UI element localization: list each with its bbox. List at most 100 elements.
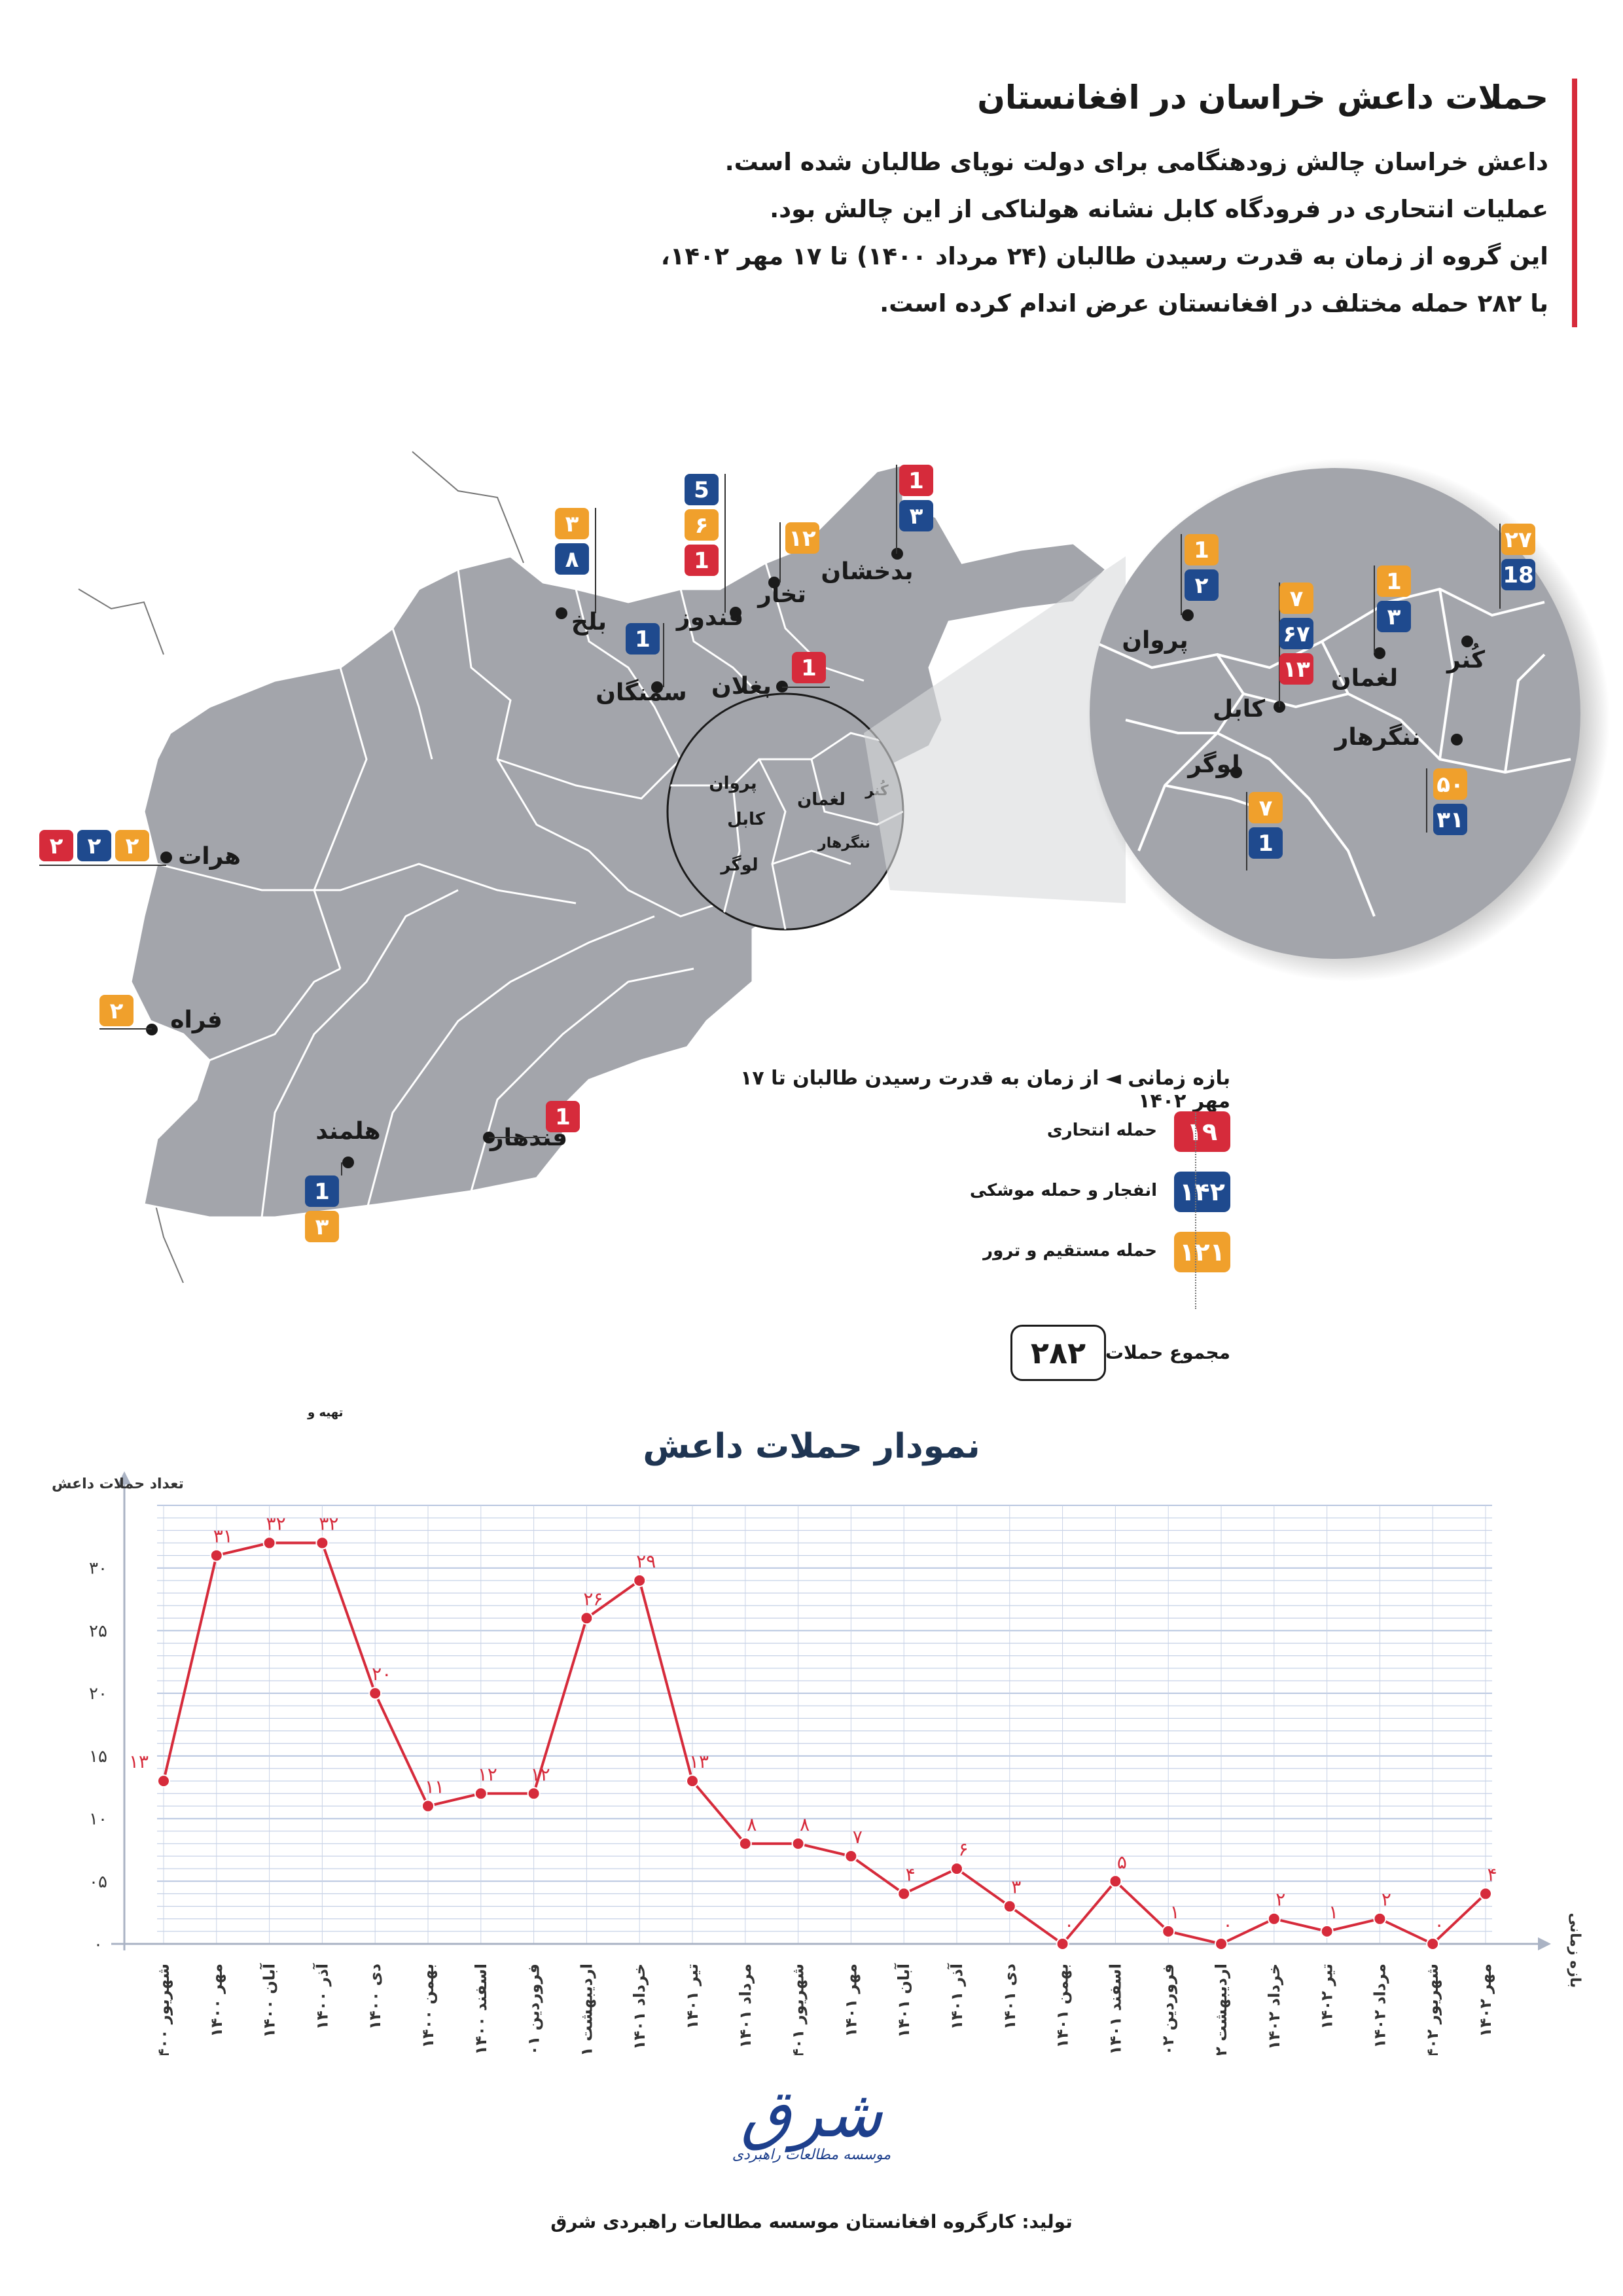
badge-direct: 1: [1185, 534, 1219, 565]
y-tick-label: ۰۵: [89, 1872, 107, 1892]
page-title: حملات داعش خراسان در افغانستان: [977, 79, 1548, 117]
badge-value: ۲۷: [1505, 527, 1532, 553]
x-tick-label: فروردین ۱۴۰۱: [525, 1964, 543, 2055]
data-point: [262, 1536, 276, 1550]
data-point: [844, 1850, 858, 1863]
total-value: ۲۸۲: [1010, 1325, 1106, 1381]
x-tick-label: آذر ۱۴۰۰: [312, 1963, 331, 2030]
badge-value: ۲: [110, 998, 124, 1024]
badge-explosion: ۲: [77, 830, 111, 861]
data-point: [1320, 1924, 1334, 1938]
badge-explosion: ۲: [1185, 569, 1219, 601]
afghanistan-map: پروان کابل لغمان ننگرهار لوگر کُنر: [39, 451, 1610, 1283]
data-label: ۷: [853, 1826, 863, 1848]
badge-direct: ۶: [685, 509, 719, 541]
y-axis-arrow: [118, 1471, 131, 1484]
badge-direct: ۲: [99, 995, 134, 1026]
x-tick-label: تیر ۱۴۰۲: [1318, 1964, 1336, 2030]
data-label: ۳: [1011, 1876, 1021, 1898]
x-axis-arrow: [1538, 1937, 1551, 1950]
data-label: ۲۶: [583, 1588, 603, 1609]
badge-value: ۶۷: [1283, 621, 1310, 647]
chart-ticks: ۰ ۰۵ ۱۰ ۱۵ ۲۰ ۲۵ ۳۰: [89, 1559, 107, 1954]
y-tick-label: ۲۰: [89, 1684, 107, 1704]
small-label-laghman: لغمان: [797, 790, 846, 810]
label-takhar: تخار: [757, 581, 806, 608]
x-tick-label: بهمن ۱۴۰۰: [419, 1964, 437, 2049]
total-label: مجموع حملات: [1105, 1342, 1230, 1363]
data-point: [1426, 1937, 1440, 1950]
legend-period: بازه زمانی ◄ از زمان به قدرت رسیدن طالبا…: [740, 1067, 1230, 1113]
chart-title: نمودار حملات داعش: [643, 1427, 980, 1466]
x-tick-label: تیر ۱۴۰۱: [683, 1964, 702, 2030]
data-point: [421, 1799, 435, 1813]
label-baghlan: بغلان: [711, 673, 772, 700]
badge-value: 1: [1386, 569, 1402, 595]
x-tick-label: مهر ۱۴۰۱: [842, 1964, 860, 2037]
badge-value: ۲: [126, 833, 139, 859]
province-dots: [146, 548, 1473, 1168]
small-zoom-circle: پروان کابل لغمان ننگرهار لوگر کُنر: [666, 692, 904, 931]
badge-value: 1: [801, 655, 817, 681]
zoom-label-kabul: کابل: [1213, 696, 1265, 723]
badge-direct: ۵۰: [1433, 768, 1467, 800]
data-point: [1109, 1874, 1122, 1888]
data-label: ۸: [747, 1814, 757, 1835]
label-balkh: بلخ: [571, 609, 607, 636]
data-label: ۰: [1222, 1914, 1232, 1935]
data-point: [157, 1774, 170, 1788]
badge-suicide: 1: [546, 1101, 580, 1132]
data-label: ۱۲: [531, 1763, 550, 1785]
x-tick-label: مرداد ۱۴۰۲: [1370, 1964, 1389, 2049]
x-tick-label: مهر ۱۴۰۰: [207, 1964, 226, 2037]
chart-x-labels: شهریور ۱۴۰۰ مهر ۱۴۰۰ آبان ۱۴۰۰ آذر ۱۴۰۰ دی ۱…: [154, 1963, 1495, 2055]
data-label: ۲۹: [636, 1551, 656, 1572]
data-label: ۵: [1117, 1851, 1127, 1873]
x-tick-label: آذر ۱۴۰۱: [947, 1963, 966, 2030]
data-label: ۰: [1064, 1914, 1074, 1935]
badge-value: ۶: [695, 512, 709, 539]
badge-suicide: 1: [899, 465, 933, 496]
data-point: [686, 1774, 699, 1788]
small-label-parwan: پروان: [709, 774, 757, 793]
legend-label-suicide: حمله انتحاری: [1046, 1121, 1157, 1140]
data-point: [1056, 1937, 1069, 1950]
x-tick-label: دی ۱۴۰۱: [1001, 1964, 1019, 2030]
logo: شرق موسسه مطالعات راهبردی: [628, 2075, 995, 2164]
data-label: ۱۳: [129, 1751, 149, 1772]
legend-label-direct: حمله مستقیم و ترور: [983, 1241, 1157, 1261]
badge-suicide: ۲: [39, 830, 73, 861]
data-label: ۴: [906, 1863, 916, 1885]
badge-value: 1: [694, 548, 709, 574]
badge-direct: ۳: [305, 1211, 339, 1242]
y-tick-label: ۳۰: [89, 1559, 107, 1579]
badge-direct: ۱۲: [785, 522, 819, 554]
data-point: [738, 1837, 752, 1850]
data-point: [1479, 1887, 1492, 1901]
zoom-label-parwan: پروان: [1122, 627, 1188, 654]
chart-grid: [157, 1505, 1492, 1945]
x-tick-label: فروردین ۱۴۰۲: [1159, 1964, 1177, 2055]
label-farah: فراه: [170, 1007, 223, 1033]
x-tick-label: شهریور ۱۴۰۰: [154, 1964, 173, 2055]
x-tick-label: اسفند ۱۴۰۰: [472, 1964, 490, 2055]
data-point: [368, 1687, 382, 1700]
data-label: ۶: [958, 1839, 968, 1860]
y-tick-label: ۱۰: [89, 1810, 107, 1829]
badge-value: 1: [635, 626, 651, 653]
zoom-label-laghman: لغمان: [1331, 665, 1398, 692]
legend-item-direct: ۱۲۱ حمله مستقیم و ترور: [903, 1232, 1230, 1278]
data-point: [474, 1787, 488, 1801]
data-point: [1267, 1912, 1281, 1926]
data-point: [209, 1549, 223, 1562]
zoom-label-logar: لوگر: [1186, 751, 1240, 778]
badge-value: ۵۰: [1436, 772, 1464, 798]
series-line: [162, 1541, 1487, 1946]
badge-value: ۲: [1195, 573, 1209, 599]
logo-mark: شرق: [740, 2075, 883, 2152]
badge-value: 1: [908, 468, 924, 494]
badge-direct: 1: [1377, 565, 1411, 597]
data-label: ۲: [1382, 1889, 1391, 1910]
